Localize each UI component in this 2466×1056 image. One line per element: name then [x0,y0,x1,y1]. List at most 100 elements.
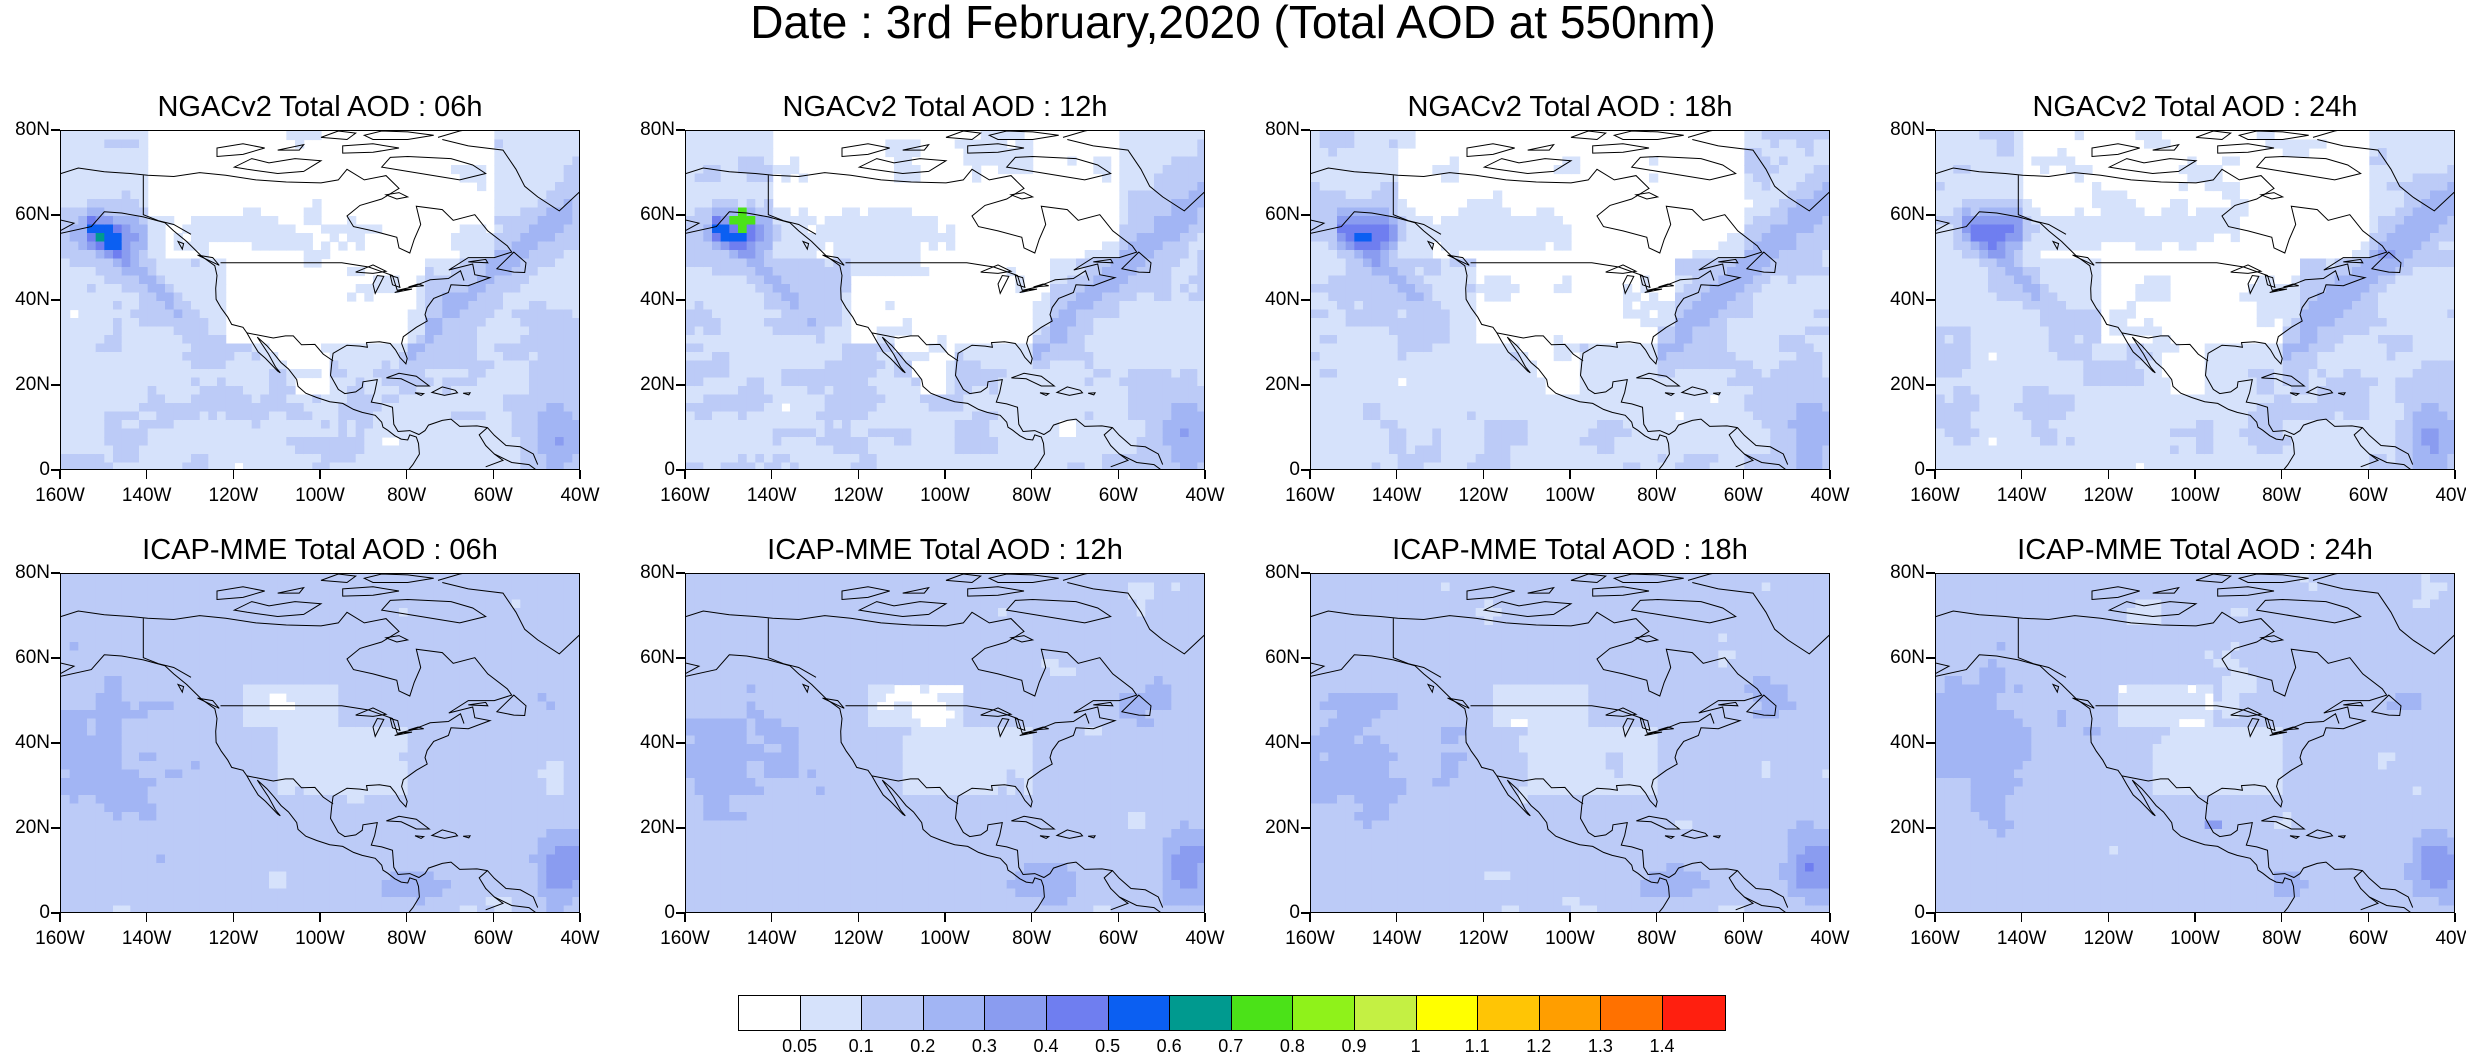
aod-cell [1597,420,1607,430]
aod-cell [61,241,71,251]
aod-cell [1527,377,1537,387]
aod-cell [503,250,513,260]
aod-cell [833,335,843,345]
aod-cell [790,403,800,413]
aod-cell [720,233,730,243]
aod-cell [78,258,88,268]
aod-cell [563,216,573,226]
aod-cell [1692,258,1702,268]
aod-cell [199,454,209,464]
aod-cell [78,190,88,200]
aod-cell [199,462,209,469]
aod-cell [555,403,565,413]
aod-cell [1171,420,1181,430]
aod-cell [1380,309,1390,319]
aod-cell [442,258,452,268]
aod-cell [1032,360,1042,370]
aod-cell [494,445,504,455]
aod-cell [686,309,696,319]
aod-cell [173,428,183,438]
aod-cell [1162,224,1172,234]
aod-cell [1136,156,1146,166]
aod-cell [1162,190,1172,200]
aod-cell [738,199,748,209]
aod-cell [191,301,201,311]
aod-cell [1197,394,1204,404]
aod-cell [1423,301,1433,311]
aod-cell [1354,335,1364,345]
aod-cell [1649,428,1659,438]
aod-cell [225,352,235,362]
aod-cell [1397,386,1407,396]
aod-cell [1441,386,1451,396]
aod-cell [529,173,539,183]
aod-cell [529,445,539,455]
aod-cell [1032,335,1042,345]
aod-cell [816,301,826,311]
aod-cell [980,437,990,447]
aod-cell [1119,207,1129,217]
aod-cell [1389,403,1399,413]
aod-cell [1432,258,1442,268]
aod-cell [894,250,904,260]
aod-cell [139,139,149,149]
aod-cell [911,377,921,387]
aod-cell [1753,352,1763,362]
aod-cell [1458,411,1468,421]
aod-cell [485,233,495,243]
aod-cell [286,403,296,413]
aod-cell [87,258,97,268]
aod-cell [113,301,123,311]
aod-field-svg [1311,131,1829,469]
aod-cell [104,284,114,294]
aod-cell [1744,386,1754,396]
aod-cell [1761,148,1771,158]
aod-cell [546,233,556,243]
aod-cell [1197,445,1204,455]
aod-cell [772,241,782,251]
aod-cell [1397,411,1407,421]
aod-cell [139,301,149,311]
aod-cell [764,216,774,226]
aod-cell [529,207,539,217]
aod-cell [1154,267,1164,277]
aod-cell [1119,131,1129,141]
aod-cell [1345,131,1355,141]
aod-cell [537,335,547,345]
aod-cell [1024,411,1034,421]
aod-cell [1692,292,1702,302]
aod-cell [61,377,71,387]
aod-cell [433,335,443,345]
aod-cell [555,386,565,396]
aod-cell [764,275,774,285]
aod-cell [1136,462,1146,469]
aod-cell [563,173,573,183]
aod-cell [572,411,579,421]
aod-cell [113,309,123,319]
aod-cell [816,369,826,379]
aod-cell [121,258,131,268]
aod-cell [563,190,573,200]
aod-cell [833,462,843,469]
aod-cell [876,360,886,370]
aod-cell [355,420,365,430]
aod-cell [165,301,175,311]
aod-cell [885,428,895,438]
aod-cell [712,437,722,447]
aod-cell [1449,224,1459,234]
aod-cell [1735,326,1745,336]
aod-cell [494,411,504,421]
aod-cell [1006,394,1016,404]
aod-cell [703,420,713,430]
aod-cell [1136,309,1146,319]
aod-cell [537,318,547,328]
aod-cell [503,335,513,345]
aod-cell [686,233,696,243]
aod-cell [61,309,71,319]
aod-cell [1441,335,1451,345]
aod-cell [537,190,547,200]
aod-cell [694,445,704,455]
aod-cell [243,207,253,217]
aod-cell [954,411,964,421]
aod-cell [1727,411,1737,421]
